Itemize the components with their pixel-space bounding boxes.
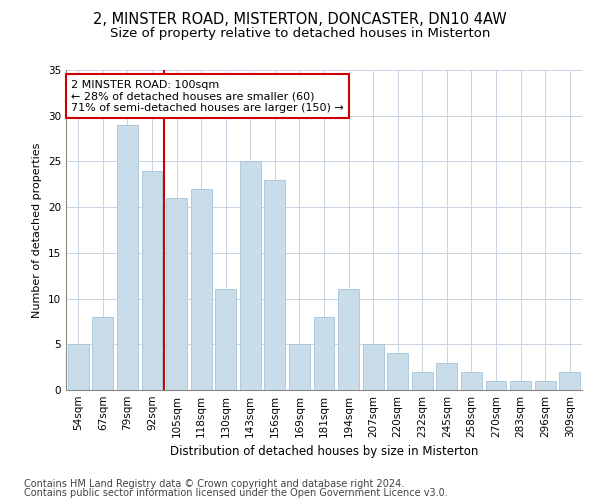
Bar [485,381,506,390]
Bar [215,290,236,390]
Bar [68,344,89,390]
Bar [240,162,261,390]
Bar [338,290,359,390]
Bar [191,189,212,390]
Bar [559,372,580,390]
Bar [436,362,457,390]
Bar [92,317,113,390]
Bar [412,372,433,390]
Bar [166,198,187,390]
Bar [362,344,383,390]
Bar [535,381,556,390]
Bar [461,372,482,390]
Text: Size of property relative to detached houses in Misterton: Size of property relative to detached ho… [110,28,490,40]
Bar [387,354,408,390]
Bar [142,170,163,390]
Bar [510,381,531,390]
Text: Contains HM Land Registry data © Crown copyright and database right 2024.: Contains HM Land Registry data © Crown c… [24,479,404,489]
Bar [265,180,286,390]
Text: Contains public sector information licensed under the Open Government Licence v3: Contains public sector information licen… [24,488,448,498]
X-axis label: Distribution of detached houses by size in Misterton: Distribution of detached houses by size … [170,446,478,458]
Bar [117,125,138,390]
Bar [289,344,310,390]
Bar [314,317,334,390]
Text: 2, MINSTER ROAD, MISTERTON, DONCASTER, DN10 4AW: 2, MINSTER ROAD, MISTERTON, DONCASTER, D… [93,12,507,28]
Text: 2 MINSTER ROAD: 100sqm
← 28% of detached houses are smaller (60)
71% of semi-det: 2 MINSTER ROAD: 100sqm ← 28% of detached… [71,80,344,113]
Y-axis label: Number of detached properties: Number of detached properties [32,142,43,318]
